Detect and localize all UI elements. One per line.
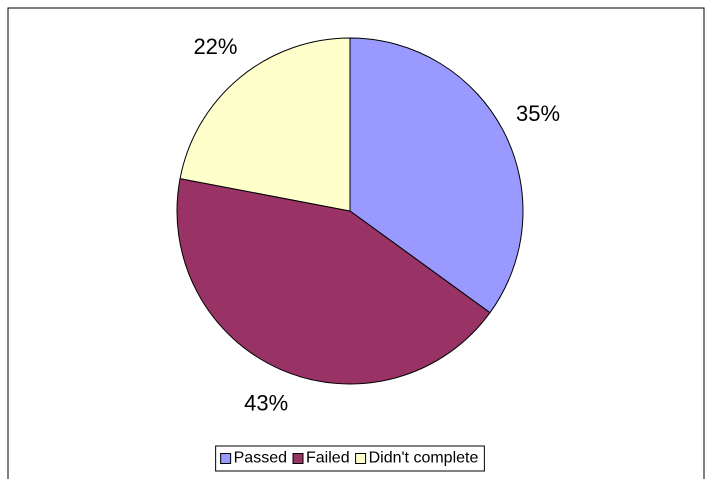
legend-swatch <box>220 453 232 464</box>
slice-label: 22% <box>193 34 237 59</box>
legend-swatch <box>292 453 304 464</box>
slice-label: 35% <box>516 101 560 126</box>
legend-box <box>215 445 485 472</box>
legend-swatch <box>355 453 367 464</box>
slice-label: 43% <box>244 391 288 416</box>
chart-frame <box>7 7 705 479</box>
pie-slice <box>179 37 351 212</box>
pie-slice <box>176 177 491 385</box>
pie: 35% 43% 22% <box>176 34 560 416</box>
legend-label: Didn't complete <box>369 450 479 467</box>
legend-label: Failed <box>306 450 350 467</box>
legend-label: Passed <box>234 450 287 467</box>
pie-slice <box>349 37 524 314</box>
legend: Passed Failed Didn't complete <box>220 450 479 467</box>
